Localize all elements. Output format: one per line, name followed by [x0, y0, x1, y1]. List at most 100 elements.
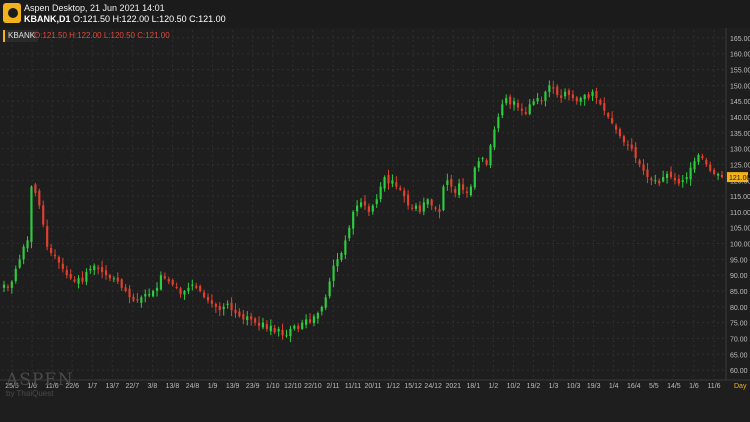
candle: [391, 174, 394, 188]
candle: [497, 113, 500, 133]
candle-body: [701, 156, 704, 159]
candle: [489, 143, 492, 169]
candle-body: [599, 99, 602, 105]
candle: [630, 138, 633, 152]
candle-body: [595, 91, 598, 99]
candle-body: [560, 95, 563, 99]
candle: [89, 265, 92, 274]
candle-body: [203, 292, 206, 298]
candle-body: [42, 205, 45, 225]
candle: [128, 285, 131, 304]
candle: [505, 94, 508, 106]
candle-body: [532, 101, 535, 105]
candle: [556, 84, 559, 98]
candle-body: [465, 191, 469, 193]
candle-body: [324, 297, 327, 308]
candle: [57, 255, 61, 269]
candle: [14, 265, 17, 284]
candle-body: [293, 325, 296, 329]
candle-body: [579, 98, 582, 102]
candle: [677, 174, 680, 187]
candle-body: [352, 211, 355, 229]
candle: [61, 257, 64, 273]
candle-body: [73, 279, 76, 282]
candle: [477, 157, 480, 172]
candle-body: [567, 90, 571, 95]
candle: [650, 176, 653, 186]
window-header: Aspen Desktop, 21 Jun 2021 14:01 KBANK,D…: [0, 0, 750, 28]
candle-body: [57, 256, 61, 263]
candle-body: [642, 164, 645, 171]
candle: [340, 251, 343, 262]
candle-body: [481, 158, 484, 160]
candle: [713, 167, 716, 176]
candle-body: [611, 117, 614, 124]
candle: [116, 272, 119, 284]
candle: [120, 278, 123, 291]
candle-body: [281, 329, 284, 336]
candle: [395, 176, 398, 190]
candle-body: [485, 160, 488, 165]
x-tick-label: 1/6: [27, 383, 37, 390]
candle: [324, 294, 327, 311]
candle: [450, 174, 453, 193]
candle: [214, 302, 217, 313]
candle: [634, 142, 637, 164]
candle: [575, 95, 578, 105]
candle: [18, 254, 21, 269]
candle: [203, 289, 206, 299]
candle-body: [210, 300, 214, 304]
candle-body: [140, 297, 143, 303]
candle-body: [18, 259, 21, 268]
candle-body: [665, 173, 669, 178]
candle: [152, 289, 155, 298]
candle-body: [273, 328, 276, 333]
candle-body: [30, 186, 33, 242]
candle-body: [257, 322, 261, 326]
symbol-timeframe: KBANK,D1: [24, 14, 71, 24]
candle-body: [218, 306, 221, 310]
symbol-tab[interactable]: KBANK: [3, 30, 39, 42]
x-tick-label: 1/7: [87, 383, 97, 390]
x-tick-label: 13/8: [166, 383, 180, 390]
candle: [356, 200, 359, 217]
candle: [254, 317, 257, 326]
y-tick-label: 105.00: [730, 226, 750, 233]
candle: [93, 263, 96, 276]
candle-body: [571, 94, 574, 99]
candle: [297, 323, 300, 333]
candle-body: [626, 144, 629, 146]
candle: [665, 171, 669, 184]
candle-body: [187, 287, 190, 292]
candle-body: [124, 287, 127, 291]
candle: [607, 111, 610, 119]
candle-body: [308, 319, 312, 323]
candle-body: [438, 209, 441, 212]
x-tick-label: 13/9: [226, 383, 240, 390]
candle: [705, 157, 708, 167]
candle-body: [563, 91, 567, 97]
candlestick-chart[interactable]: 60.00 65.00 70.00 75.00 80.00 85.00 90.00 95.00…: [0, 28, 750, 422]
candle-body: [152, 291, 155, 297]
chart-area[interactable]: 60.00 65.00 70.00 75.00 80.00 85.00 90.00 95.00…: [0, 28, 750, 422]
candle: [206, 293, 210, 304]
candle: [603, 97, 606, 116]
candle: [265, 320, 268, 332]
candle-body: [116, 277, 119, 282]
candle-body: [163, 276, 166, 279]
candle-body: [662, 177, 665, 182]
x-tick-label: 23/9: [246, 383, 260, 390]
y-tick-label: 145.00: [730, 99, 750, 106]
candle-body: [285, 335, 288, 337]
candle-body: [61, 263, 64, 269]
candle: [81, 271, 84, 285]
candle: [658, 178, 661, 187]
header-ohlc: KBANK,D1 O:121.50 H:122.00 L:120.50 C:12…: [24, 14, 226, 24]
candle-body: [434, 207, 437, 209]
candle-body: [630, 144, 633, 149]
candle: [579, 96, 582, 106]
candle: [328, 277, 331, 299]
candle-body: [93, 265, 96, 270]
x-tick-label: 13/7: [105, 383, 119, 390]
candle-body: [305, 319, 308, 325]
